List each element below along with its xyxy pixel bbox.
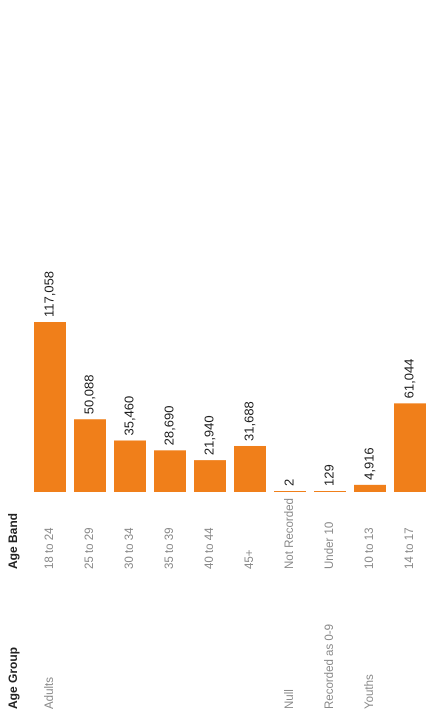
value-label-2: 35,460: [121, 396, 136, 436]
header-age-group: Age Group: [6, 647, 20, 709]
group-label-8: Youths: [364, 674, 376, 709]
bar-8: [354, 484, 386, 492]
bar-2: [114, 440, 146, 492]
group-label-7: Recorded as 0-9: [324, 624, 336, 709]
group-label-6: Null: [284, 689, 296, 709]
value-label-7: 129: [321, 464, 336, 486]
group-label-0: Adults: [44, 677, 56, 709]
band-label-4: 40 to 44: [204, 527, 216, 569]
value-label-9: 61,044: [401, 359, 416, 399]
value-label-3: 28,690: [161, 406, 176, 446]
band-label-3: 35 to 39: [164, 527, 176, 569]
row-9: 14 to 17 61,044: [394, 359, 426, 569]
bar-5: [234, 445, 266, 492]
band-label-9: 14 to 17: [404, 527, 416, 569]
value-label-4: 21,940: [201, 415, 216, 455]
row-5: 45+ 31,688: [234, 401, 266, 569]
row-0: Adults 18 to 24 117,058: [34, 271, 66, 709]
band-label-8: 10 to 13: [364, 527, 376, 569]
band-label-0: 18 to 24: [44, 527, 56, 569]
row-6: Null Not Recorded 2: [274, 479, 306, 709]
row-8: Youths 10 to 13 4,916: [354, 447, 386, 709]
bar-3: [154, 450, 186, 492]
value-label-1: 50,088: [81, 374, 96, 414]
row-2: 30 to 34 35,460: [114, 396, 146, 569]
band-label-7: Under 10: [324, 522, 336, 569]
header-age-band: Age Band: [6, 513, 20, 569]
band-label-5: 45+: [244, 549, 256, 569]
row-1: 25 to 29 50,088: [74, 374, 106, 569]
bar-7: [314, 491, 346, 492]
chart-rows: Adults 18 to 24 117,058 25 to 29 50,088 30 to…: [34, 271, 426, 709]
bar-1: [74, 419, 106, 492]
value-label-5: 31,688: [241, 401, 256, 441]
value-label-6: 2: [281, 479, 296, 486]
row-7: Recorded as 0-9 Under 10 129: [314, 464, 346, 709]
bar-6: [274, 491, 306, 492]
band-label-6: Not Recorded: [284, 498, 296, 569]
row-4: 40 to 44 21,940: [194, 415, 226, 569]
value-label-0: 117,058: [41, 271, 56, 317]
value-label-8: 4,916: [361, 447, 376, 480]
band-label-2: 30 to 34: [124, 527, 136, 569]
band-label-1: 25 to 29: [84, 527, 96, 569]
bar-0: [34, 322, 66, 492]
row-3: 35 to 39 28,690: [154, 406, 186, 569]
bar-9: [394, 403, 426, 492]
bar-4: [194, 460, 226, 492]
